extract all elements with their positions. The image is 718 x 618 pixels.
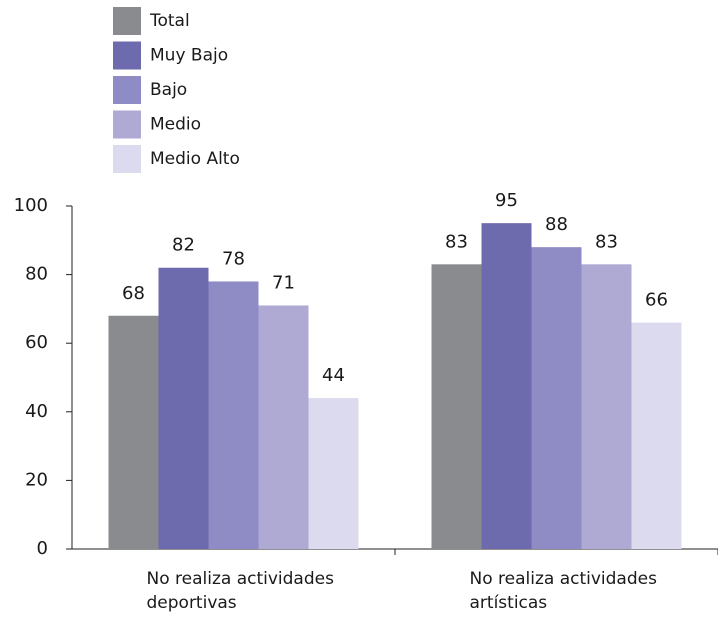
data-label: 66 (645, 290, 668, 311)
legend-swatch (113, 7, 141, 35)
bar (108, 315, 159, 549)
data-label: 83 (445, 231, 468, 252)
bar (208, 281, 259, 549)
y-tick-label: 60 (25, 332, 48, 353)
data-label: 83 (595, 231, 618, 252)
x-tick-label: No realiza actividades artísticas (469, 569, 657, 613)
x-tick-label: No realiza actividades deportivas (146, 569, 334, 613)
data-label: 88 (545, 214, 568, 235)
data-label: 95 (495, 190, 518, 211)
legend-label: Bajo (150, 80, 187, 100)
legend-swatch (113, 76, 141, 104)
legend-label: Medio Alto (150, 149, 240, 169)
bar (308, 398, 359, 549)
y-tick-label: 80 (25, 264, 48, 285)
legend-swatch (113, 145, 141, 173)
data-label: 71 (272, 272, 295, 293)
y-tick-label: 0 (37, 538, 48, 559)
legend-label: Medio (150, 115, 201, 135)
bar (581, 264, 632, 549)
data-label: 68 (122, 283, 145, 304)
legend-swatch (113, 110, 141, 139)
legend-swatch (113, 41, 141, 70)
bar (481, 223, 532, 549)
data-label: 44 (322, 365, 345, 386)
legend-label: Total (149, 11, 190, 31)
bar (431, 264, 482, 549)
bar (258, 305, 309, 549)
y-tick-label: 40 (25, 401, 48, 422)
data-label: 82 (172, 235, 195, 256)
data-label: 78 (222, 248, 245, 269)
y-tick-label: 20 (25, 469, 48, 490)
bar (158, 267, 209, 549)
bar (531, 247, 582, 549)
legend-label: Muy Bajo (150, 46, 228, 66)
bar (631, 322, 682, 549)
y-tick-label: 100 (14, 195, 48, 216)
